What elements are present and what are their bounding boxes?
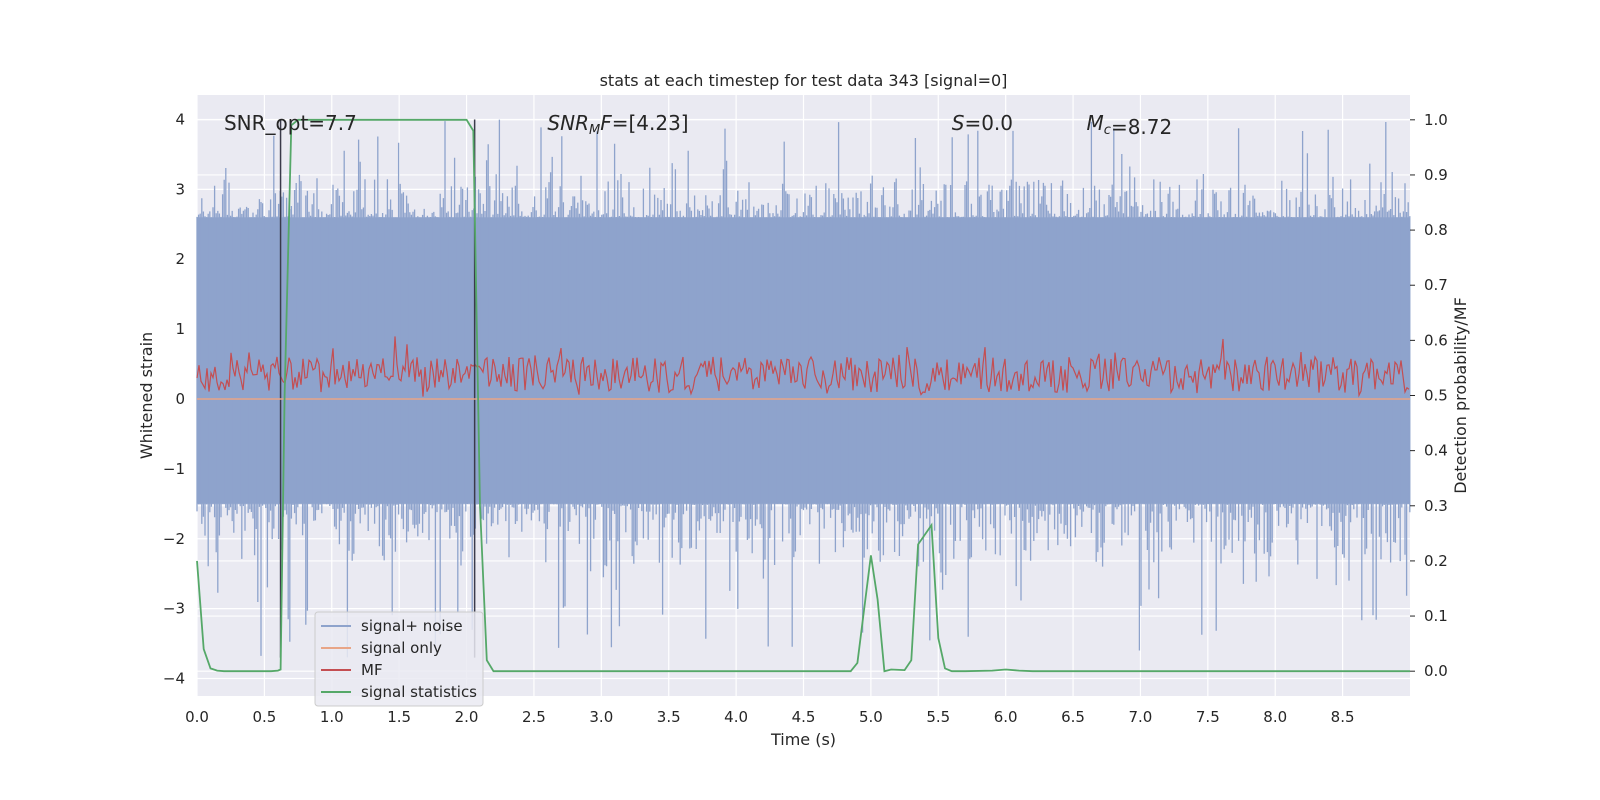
y2-tick-label: 0.5: [1424, 387, 1448, 405]
y-tick-label: −2: [163, 530, 185, 548]
annotation: S=0.0: [952, 111, 1013, 135]
y2-tick-label: 1.0: [1424, 111, 1448, 129]
legend-box: [314, 611, 484, 707]
x-tick-label: 2.0: [455, 708, 479, 726]
y2-tick-label: 0.7: [1424, 276, 1448, 294]
y-tick-label: −3: [163, 600, 185, 618]
x-tick-label: 8.0: [1263, 708, 1287, 726]
x-tick-label: 2.5: [522, 708, 546, 726]
x-tick-label: 8.5: [1331, 708, 1355, 726]
legend-label: signal statistics: [361, 683, 477, 701]
x-axis-label: Time (s): [770, 730, 836, 749]
x-tick-label: 5.5: [926, 708, 950, 726]
annotation: Mc=8.72: [1087, 111, 1173, 139]
legend: signal+ noise signal only MF signal statist…: [314, 611, 484, 707]
annotations: SNR_opt=7.7 SNRMF=[4.23] S=0.0 Mc=8.72: [224, 111, 1172, 139]
annotation: SNR_opt=7.7: [224, 111, 357, 135]
y-tick-label: 1: [175, 320, 185, 338]
y2-tick-label: 0.4: [1424, 442, 1448, 460]
series-signal-plus-noise: [196, 119, 1411, 658]
x-tick-label: 5.0: [859, 708, 883, 726]
x-tick-label: 3.5: [657, 708, 681, 726]
series-mf: [196, 336, 1410, 398]
x-tick-label: 0.0: [185, 708, 209, 726]
x-tick-label: 6.0: [994, 708, 1018, 726]
y2-tick-label: 0.1: [1424, 607, 1448, 625]
y-tick-label: −4: [163, 670, 185, 688]
legend-label: signal+ noise: [361, 617, 463, 635]
y-tick-label: −1: [163, 460, 185, 478]
x-tick-label: 1.0: [320, 708, 344, 726]
y2-tick-label: 0.3: [1424, 497, 1448, 515]
x-tick-label: 1.5: [387, 708, 411, 726]
x-tick-label: 4.0: [724, 708, 748, 726]
x-tick-label: 4.5: [792, 708, 816, 726]
x-tick-label: 0.5: [252, 708, 276, 726]
y2-tick-label: 0.9: [1424, 166, 1448, 184]
y-axis-label: Whitened strain: [137, 332, 156, 459]
chart-title: stats at each timestep for test data 343…: [600, 71, 1008, 90]
series-signal-statistics: [196, 118, 1410, 673]
x-axis-ticks: 0.0 0.5 1.0 1.5 2.0 2.5 3.0 3.5 4.0 4.5 5.0 5.5 6.0 6…: [185, 708, 1354, 726]
annotation: SNRMF=[4.23]: [547, 111, 688, 138]
y2-tick-label: 0.0: [1424, 662, 1448, 680]
y2-tick-label: 0.2: [1424, 552, 1448, 570]
y-axis-ticks: 4 3 2 1 0 −1 −2 −3 −4: [163, 110, 185, 687]
y2-axis-label: Detection probability/MF: [1451, 297, 1470, 494]
x-tick-label: 6.5: [1061, 708, 1085, 726]
x-tick-label: 3.0: [589, 708, 613, 726]
x-tick-label: 7.0: [1129, 708, 1153, 726]
y-tick-label: 2: [175, 250, 185, 268]
y-tick-label: 4: [175, 110, 185, 128]
mf-trace: [196, 336, 1410, 398]
y2-tick-label: 0.8: [1424, 221, 1448, 239]
x-tick-label: 7.5: [1196, 708, 1220, 726]
y-tick-label: 0: [175, 390, 185, 408]
legend-label: signal only: [361, 639, 442, 657]
legend-label: MF: [361, 661, 383, 679]
y-tick-label: 3: [175, 180, 185, 198]
y2-tick-label: 0.6: [1424, 331, 1448, 349]
y2-axis-ticks: 1.0 0.9 0.8 0.7 0.6 0.5 0.4 0.3 0.2 0.1 0.0: [1410, 111, 1448, 680]
